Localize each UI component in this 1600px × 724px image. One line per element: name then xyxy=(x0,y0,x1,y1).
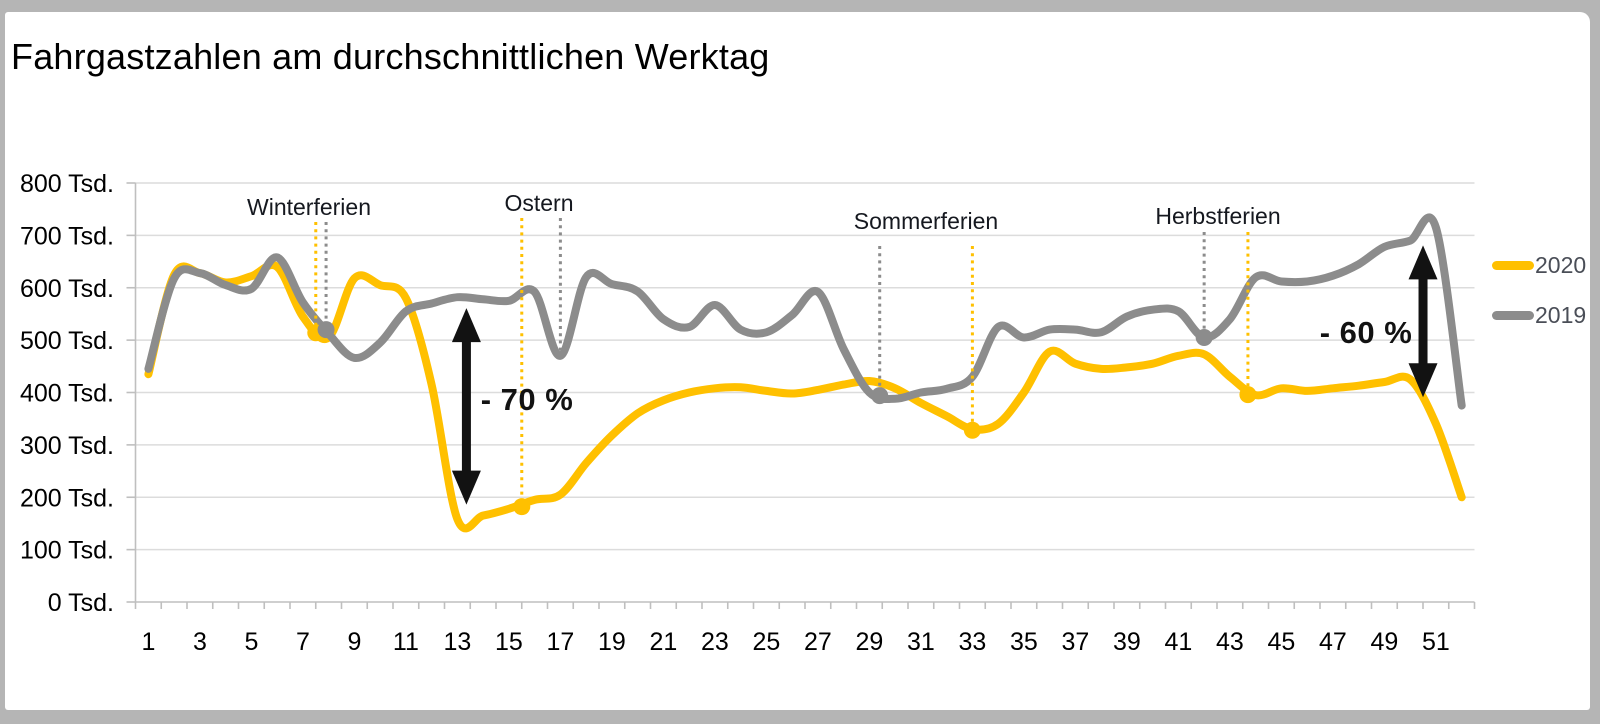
annotation-label: Herbstferien xyxy=(1155,203,1280,229)
x-tick-label: 37 xyxy=(1061,628,1089,656)
x-tick-label: 23 xyxy=(701,628,729,656)
annotation-marker-dot-2019 xyxy=(871,387,889,405)
legend-item-2020: 2020 xyxy=(1492,251,1587,278)
x-tick-label: 29 xyxy=(855,628,883,656)
x-tick-label: 33 xyxy=(958,628,986,656)
x-tick-label: 11 xyxy=(393,628,419,656)
x-tick-label: 43 xyxy=(1216,628,1244,656)
x-tick-label: 39 xyxy=(1113,628,1141,656)
y-tick-label: 400 Tsd. xyxy=(20,380,114,408)
x-tick-label: 25 xyxy=(752,628,780,656)
y-tick-label: 100 Tsd. xyxy=(20,537,114,565)
annotation-marker-dot-2020 xyxy=(963,421,981,439)
legend-item-2019: 2019 xyxy=(1492,301,1587,328)
x-tick-label: 3 xyxy=(193,628,207,656)
x-tick-label: 5 xyxy=(244,628,258,656)
y-tick-label: 300 Tsd. xyxy=(20,432,114,460)
series-line-2019 xyxy=(144,213,1466,410)
y-tick-label: 800 Tsd. xyxy=(20,170,114,198)
annotation-marker-dot-2020 xyxy=(513,498,531,516)
series-line-2020 xyxy=(144,261,1466,533)
x-tick-label: 49 xyxy=(1370,628,1398,656)
x-tick-label: 51 xyxy=(1422,628,1450,656)
y-tick-label: 700 Tsd. xyxy=(20,222,114,250)
legend-label-2020: 2020 xyxy=(1535,251,1587,278)
x-tick-label: 17 xyxy=(546,628,574,656)
x-tick-label: 31 xyxy=(907,628,935,656)
y-tick-label: 0 Tsd. xyxy=(48,589,114,617)
annotation-label: Winterferien xyxy=(247,194,371,220)
percent-label: - 70 % xyxy=(481,382,574,417)
event-annotations: Winterferien Ostern Sommerferien Herbstferi… xyxy=(247,190,1281,516)
x-tick-label: 27 xyxy=(804,628,832,656)
annotation-marker-dot-2020 xyxy=(1239,386,1257,404)
x-tick-label: 19 xyxy=(598,628,626,656)
y-tick-label: 200 Tsd. xyxy=(20,484,114,512)
arrow-head-down-icon xyxy=(451,470,481,505)
axes: 0 Tsd. 100 Tsd. 200 Tsd. 300 Tsd. 400 Tsd. 50… xyxy=(20,170,1476,656)
x-tick-label: 13 xyxy=(443,628,471,656)
x-tick-label: 41 xyxy=(1164,628,1192,656)
gridlines xyxy=(135,182,1475,551)
x-tick-label: 47 xyxy=(1319,628,1347,656)
series-lines xyxy=(144,213,1466,533)
arrow-head-up-icon xyxy=(1408,245,1438,280)
x-tick-label: 21 xyxy=(649,628,677,656)
percent-label: - 60 % xyxy=(1320,315,1413,350)
chart-title: Fahrgastzahlen am durchschnittlichen Wer… xyxy=(11,36,770,77)
annotation-marker-dot-2019 xyxy=(1195,329,1213,347)
arrow-head-down-icon xyxy=(1408,363,1438,398)
y-tick-label: 500 Tsd. xyxy=(20,327,114,355)
x-tick-label: 9 xyxy=(347,628,361,656)
x-tick-label: 7 xyxy=(296,628,310,656)
x-tick-label: 1 xyxy=(141,628,155,656)
x-tick-label: 35 xyxy=(1010,628,1038,656)
legend-swatch-2020 xyxy=(1492,260,1534,270)
annotation-label: Ostern xyxy=(504,190,573,216)
legend-label-2019: 2019 xyxy=(1535,301,1587,328)
x-tick-label: 15 xyxy=(495,628,523,656)
percent-arrows: - 70 % - 60 % xyxy=(451,245,1438,505)
arrow-head-up-icon xyxy=(451,308,481,343)
x-tick-label: 45 xyxy=(1267,628,1295,656)
chart-panel xyxy=(5,12,1590,710)
annotation-marker-dot-2019 xyxy=(317,321,335,339)
y-tick-label: 600 Tsd. xyxy=(20,275,114,303)
legend-swatch-2019 xyxy=(1492,310,1534,320)
annotation-label: Sommerferien xyxy=(854,208,998,234)
